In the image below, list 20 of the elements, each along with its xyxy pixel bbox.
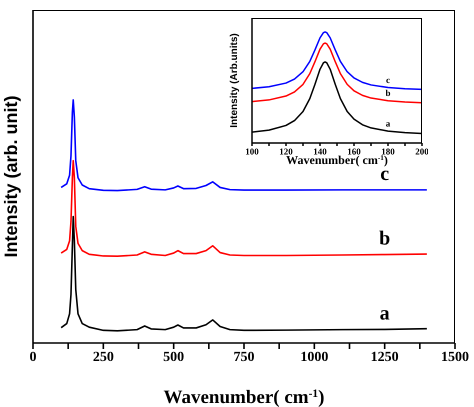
x-tick-label: 0 [30,350,36,365]
x-tick-label: 100 [245,146,260,156]
x-tick-label: 140 [313,146,328,156]
x-tick-label: 160 [347,146,362,156]
x-tick-label: 180 [381,146,396,156]
x-tick-label: 120 [279,146,294,156]
x-tick-label: 1500 [441,350,469,365]
y-axis-title: Intensity (Arb.units) [228,33,240,128]
x-tick-label: 250 [92,350,114,365]
series-label: a [380,302,390,324]
x-tick-label: 500 [163,350,184,365]
series-label: c [386,74,390,85]
series-label: a [386,118,391,129]
series-label: b [385,88,391,98]
x-tick-label: 750 [234,350,254,365]
y-axis-title: Intensity (arb. unit) [0,95,21,258]
x-tick-label: 1250 [370,350,399,365]
x-axis-title: Wavenumber( cm$^{-1}$) [164,387,324,407]
series-label: b [379,228,390,250]
x-tick-label: 1000 [300,350,328,365]
